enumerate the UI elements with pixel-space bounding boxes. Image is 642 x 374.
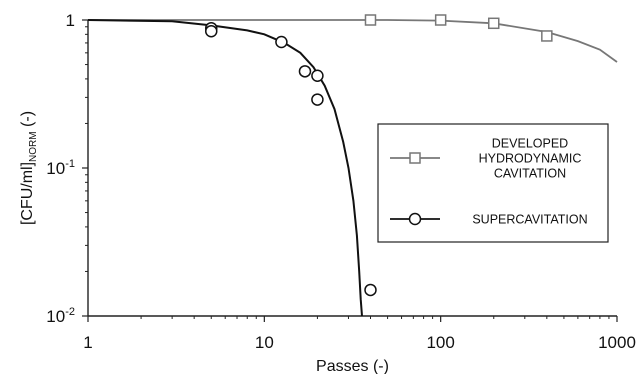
data-point-square: [364, 14, 377, 26]
legend-label: HYDRODYNAMIC: [479, 152, 582, 166]
axis-labels: Passes (-) [CFU/ml]NORM (-): [19, 111, 389, 374]
data-point-circle: [205, 24, 218, 38]
data-point-circle: [311, 69, 324, 83]
fit-line-2: [87, 19, 363, 317]
legend-label: SUPERCAVITATION: [472, 213, 587, 227]
fit-line-1: [88, 19, 618, 63]
data-point-square: [487, 17, 500, 30]
y-tick-label: 10-2: [46, 306, 75, 326]
y-axis-title: [CFU/ml]NORM (-): [19, 111, 39, 225]
legend-marker-square: [409, 152, 421, 164]
x-tick-label: 1: [83, 333, 92, 352]
axes: 1 10 100 1000 1 10-1 10-2: [46, 11, 636, 352]
data-markers: [205, 14, 553, 297]
data-point-circle: [275, 35, 288, 49]
y-tick-label: 10-1: [46, 158, 75, 178]
y-tick-label: 1: [66, 11, 75, 30]
legend-label: DEVELOPED: [492, 137, 568, 151]
data-point-circle: [364, 283, 377, 297]
x-tick-label: 100: [426, 333, 454, 352]
data-point-square: [541, 30, 553, 42]
data-point-square: [434, 14, 447, 26]
legend-label: CAVITATION: [494, 167, 566, 181]
legend-marker-circle: [408, 212, 422, 226]
data-point-circle: [298, 65, 312, 78]
x-tick-label: 1000: [598, 333, 636, 352]
data-point-circle: [311, 93, 324, 106]
x-axis-title: Passes (-): [316, 358, 389, 374]
x-tick-label: 10: [255, 333, 274, 352]
